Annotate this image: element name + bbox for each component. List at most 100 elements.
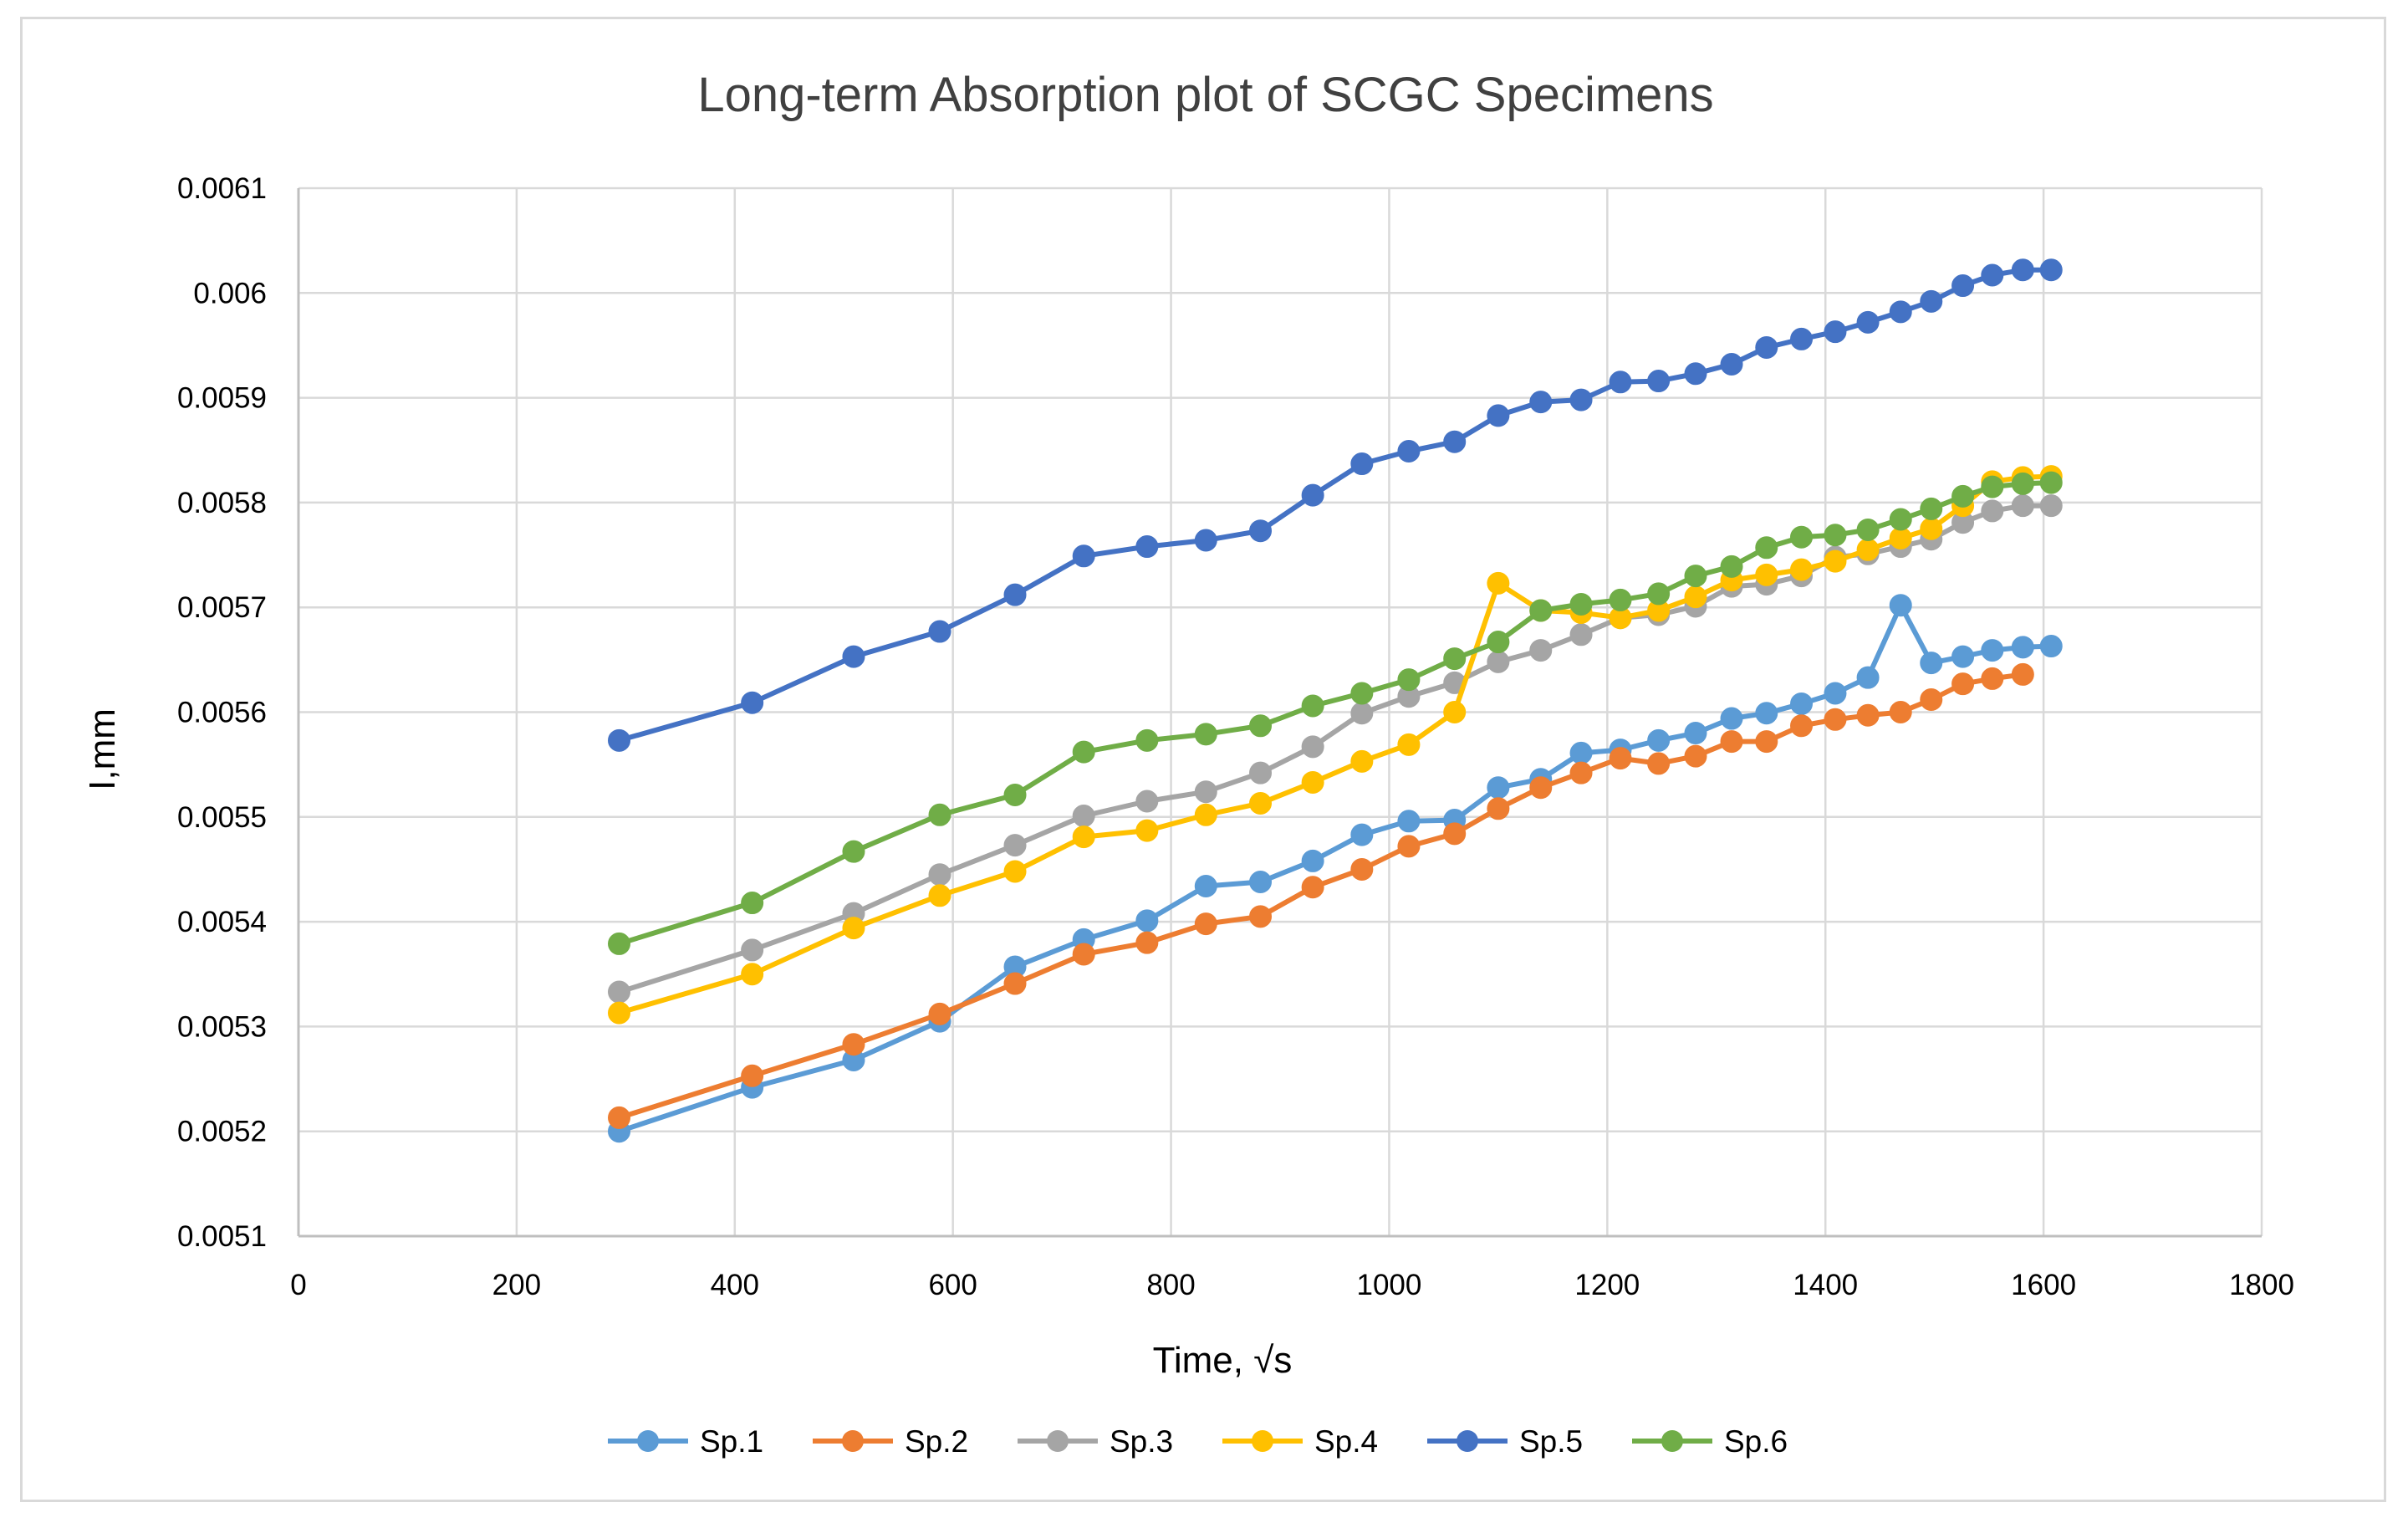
data-point-sp-2 [1135,931,1159,954]
data-point-sp-4 [1194,803,1217,826]
x-tick-label: 1800 [2229,1269,2294,1301]
data-point-sp-6 [1397,668,1421,692]
data-point-sp-5 [1529,391,1553,414]
data-point-sp-2 [1951,672,1975,696]
data-point-sp-6 [1684,565,1707,588]
data-point-sp-6 [1443,647,1467,671]
data-point-sp-4 [1003,860,1027,883]
data-point-sp-3 [1003,834,1027,857]
data-point-sp-1 [1194,874,1217,897]
data-point-sp-1 [1684,722,1707,745]
data-point-sp-5 [2011,258,2034,282]
x-tick-label: 1600 [2011,1269,2076,1301]
x-tick-label: 400 [711,1269,759,1301]
x-tick-label: 800 [1146,1269,1195,1301]
data-point-sp-6 [1889,508,1912,531]
data-point-sp-5 [608,728,631,752]
data-point-sp-5 [928,620,951,643]
x-axis-title: Time, √s [1153,1340,1293,1381]
data-point-sp-3 [1569,623,1593,647]
data-point-sp-1 [1920,652,1943,675]
data-point-sp-2 [1194,912,1217,936]
y-tick-label: 0.0054 [177,906,267,938]
data-point-sp-6 [1003,783,1027,806]
data-point-sp-2 [1003,972,1027,995]
gridlines [297,187,2263,1238]
data-point-sp-6 [1350,682,1374,705]
legend-label-sp-5: Sp.5 [1519,1424,1583,1459]
data-point-sp-6 [608,932,631,955]
data-point-sp-5 [1981,263,2004,287]
data-point-sp-6 [1135,728,1159,752]
data-point-sp-6 [741,892,764,915]
y-tick-label: 0.0055 [177,801,267,834]
data-point-sp-6 [1951,484,1975,508]
data-point-sp-2 [1609,747,1632,770]
legend-label-sp-1: Sp.1 [700,1424,763,1459]
data-point-sp-6 [1487,631,1510,654]
y-axis-title: I,mm [82,708,123,790]
data-point-sp-4 [1301,770,1324,794]
data-point-sp-2 [2011,662,2034,686]
data-point-sp-4 [1487,571,1510,595]
data-point-sp-3 [1301,735,1324,759]
series-line-sp-3 [618,503,2052,994]
data-point-sp-3 [1981,499,2004,523]
legend-label-sp-2: Sp.2 [905,1424,968,1459]
x-tick-label: 1000 [1357,1269,1422,1301]
y-tick-label: 0.0058 [177,487,267,519]
data-point-sp-3 [1487,650,1510,673]
data-point-sp-5 [1003,583,1027,606]
data-point-sp-4 [1397,733,1421,756]
data-point-sp-2 [741,1064,764,1087]
data-point-sp-5 [1889,300,1912,324]
data-point-sp-6 [1920,497,1943,520]
chart-title: Long-term Absorption plot of SCGC Specim… [697,68,1713,122]
data-point-sp-5 [1072,544,1095,568]
legend: Sp.1 Sp.2 Sp.3 Sp.4 Sp.5 Sp.6 [608,1424,1788,1459]
data-point-sp-1 [1856,666,1880,689]
data-point-sp-5 [1647,370,1671,393]
data-point-sp-5 [1350,452,1374,476]
legend-marker-sp-5 [1457,1430,1478,1452]
chart-canvas: Long-term Absorption plot of SCGC Specim… [82,68,2294,1459]
x-tick-label: 0 [290,1269,306,1301]
data-point-sp-5 [1569,388,1593,411]
data-point-sp-5 [1135,535,1159,559]
data-point-sp-5 [1443,430,1467,453]
data-point-sp-4 [842,917,865,940]
data-point-sp-5 [741,691,764,714]
data-point-sp-3 [928,863,951,887]
data-point-sp-4 [1350,749,1374,773]
data-point-sp-4 [1790,558,1814,581]
data-point-sp-4 [1920,517,1943,540]
data-point-sp-4 [1249,792,1273,815]
data-point-sp-3 [1249,761,1273,784]
x-tick-label: 1400 [1793,1269,1858,1301]
data-point-sp-6 [2039,471,2063,494]
data-point-sp-4 [1072,825,1095,849]
data-point-sp-2 [1920,687,1943,711]
data-point-sp-6 [928,803,951,826]
x-tick-label: 1200 [1574,1269,1640,1301]
data-point-sp-5 [842,645,865,668]
data-point-sp-4 [1824,549,1847,573]
data-point-sp-6 [1755,536,1778,560]
x-tick-label: 200 [492,1269,541,1301]
data-point-sp-5 [1249,519,1273,543]
data-point-sp-6 [842,840,865,863]
data-point-sp-6 [1569,592,1593,616]
data-point-sp-4 [1856,538,1880,561]
data-point-sp-1 [1249,870,1273,893]
y-tick-label: 0.0057 [177,591,267,624]
data-point-sp-1 [1397,810,1421,833]
data-point-sp-5 [1856,310,1880,334]
data-point-sp-6 [1301,694,1324,718]
legend-label-sp-3: Sp.3 [1110,1424,1173,1459]
data-point-sp-3 [1350,702,1374,725]
data-point-sp-5 [1609,371,1632,394]
data-point-sp-1 [2039,635,2063,658]
data-point-sp-2 [1790,714,1814,738]
data-point-sp-1 [1569,741,1593,764]
data-point-sp-5 [1824,320,1847,344]
